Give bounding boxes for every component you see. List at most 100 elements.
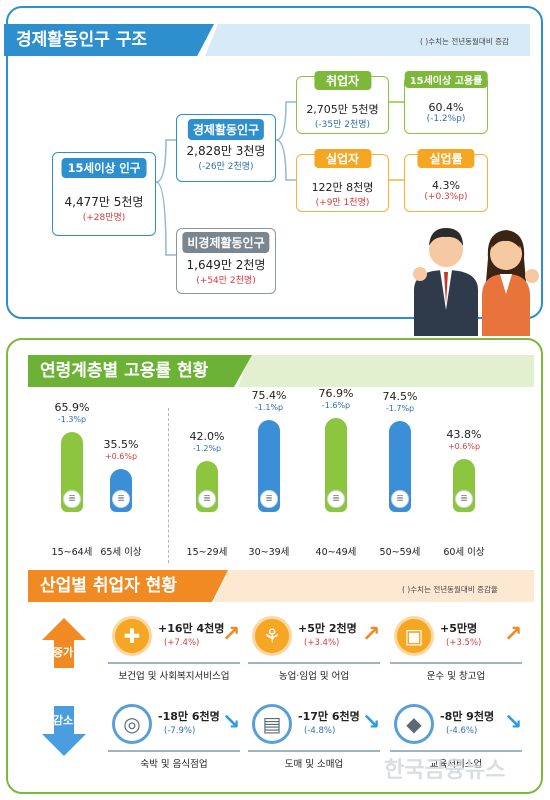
industry-divider: [390, 662, 522, 664]
age-pct-label: 74.5%: [382, 390, 418, 403]
industry-value: +16만 4천명: [158, 622, 225, 635]
document-icon: ≣: [260, 490, 278, 508]
industry-name: 보건업 및 사회복지서비스업: [118, 671, 230, 682]
age-divider: [168, 408, 169, 563]
document-icon: ≣: [391, 490, 409, 508]
trend-up-icon: ↗: [222, 622, 241, 647]
employed-box: 취업자 2,705만 5천명 (-35만 2천명): [296, 71, 389, 134]
inactive-pop-value: 1,649만 2천명: [186, 258, 266, 272]
age-change-label: -1.1%p: [254, 403, 284, 412]
active-pop-box: 경제활동인구 2,828만 3천명 (-26만 2천명): [176, 114, 276, 182]
industry-divider: [108, 750, 240, 752]
age-group-label: 40~49세: [315, 547, 357, 558]
document-icon: ≣: [327, 490, 345, 508]
structure-note: ( )수치는 전년동월대비 증감: [420, 37, 509, 46]
age-change-label: +0.6%p: [447, 442, 481, 451]
industry-name: 교육서비스업: [429, 759, 483, 770]
industry-value: +5만명: [440, 622, 478, 635]
unemp-rate-box: 실업률 4.3% (+0.3%p): [404, 149, 488, 212]
age-bar: [258, 420, 280, 512]
age-group-label: 65세 이상: [100, 547, 142, 558]
age-pct-label: 76.9%: [318, 387, 354, 400]
document-icon: ≣: [455, 490, 473, 508]
wheat-icon: ⚘: [252, 616, 292, 656]
industry-title: 산업별 취업자 현황: [28, 570, 228, 602]
industry-value: +5만 2천명: [298, 622, 357, 635]
industry-divider: [390, 750, 522, 752]
active-pop-change: (-26만 2천명): [198, 162, 254, 172]
industry-value: -18만 6천명: [158, 710, 220, 723]
unemployed-value: 122만 8천명: [311, 181, 374, 194]
decrease-label: 감소: [52, 714, 74, 727]
structure-connectors: [155, 101, 404, 256]
employed-change: (-35만 2천명): [314, 120, 371, 130]
watermark: 한국금융뉴스: [384, 758, 506, 783]
age-group-label: 15~64세: [51, 547, 93, 558]
truck-icon: ▣: [394, 616, 434, 656]
age-group-label: 15~29세: [186, 547, 228, 558]
decrease-arrow-icon: [42, 706, 86, 756]
document-icon: ≣: [198, 490, 216, 508]
inactive-pop-label: 비경제활동인구: [182, 232, 270, 253]
graduation-cap-icon: ◆: [394, 704, 434, 744]
age-pct-label: 35.5%: [103, 438, 139, 451]
pop15-label: 15세이상 인구: [61, 158, 147, 178]
inactive-pop-box: 비경제활동인구 1,649만 2천명 (+54만 2천명): [176, 228, 276, 294]
age-pct-label: 75.4%: [251, 389, 287, 402]
unemployed-change: (+9만 1천명): [315, 198, 370, 208]
industry-note: ( )수치는 전년동월대비 증감율: [402, 585, 498, 594]
trend-down-icon: ↘: [504, 710, 523, 735]
emp-rate-value: 60.4%: [428, 101, 464, 114]
unemployed-box: 실업자 122만 8천명 (+9만 1천명): [296, 149, 389, 212]
unemp-rate-value: 4.3%: [432, 179, 460, 192]
industry-change: (+3.4%): [304, 638, 340, 648]
industry-title-stripe: [214, 570, 534, 602]
trend-up-icon: ↗: [362, 622, 381, 647]
document-icon: ≣: [63, 490, 81, 508]
industry-value: -17만 6천명: [298, 710, 360, 723]
unemp-rate-label: 실업률: [417, 149, 475, 168]
active-pop-label: 경제활동인구: [187, 119, 265, 140]
industry-name: 농업·임업 및 어업: [278, 671, 350, 682]
age-bar: [325, 418, 347, 512]
trend-up-icon: ↗: [504, 622, 523, 647]
pop15-change: (+28만명): [82, 213, 126, 223]
industry-divider: [108, 662, 240, 664]
employed-label: 취업자: [313, 71, 372, 90]
unemp-rate-change: (+0.3%p): [424, 192, 468, 202]
age-title-stripe: [238, 355, 534, 387]
structure-title-stripe: [205, 24, 530, 56]
industry-name: 도매 및 소매업: [284, 759, 344, 770]
age-pct-label: 43.8%: [446, 428, 482, 441]
industry-divider: [248, 750, 380, 752]
trend-down-icon: ↘: [362, 710, 381, 735]
emp-rate-change: (-1.2%p): [426, 114, 466, 124]
industry-name: 운수 및 창고업: [426, 671, 486, 682]
document-icon: ≣: [112, 490, 130, 508]
pop15-box: 15세이상 인구 4,477만 5천명 (+28만명): [52, 152, 156, 236]
age-change-label: +0.6%p: [104, 452, 138, 461]
age-change-label: -1.2%p: [192, 444, 222, 453]
industry-change: (-4.6%): [446, 726, 478, 736]
shopping-basket-icon: ▤: [252, 704, 292, 744]
pop15-value: 4,477만 5천명: [64, 195, 144, 209]
employed-value: 2,705만 5천명: [306, 103, 379, 116]
age-title: 연령계층별 고용률 현황: [28, 355, 252, 387]
industry-value: -8만 9천명: [440, 710, 495, 723]
increase-arrow-icon: [42, 618, 86, 668]
age-change-label: -1.7%p: [385, 404, 415, 413]
active-pop-value: 2,828만 3천명: [186, 144, 266, 158]
industry-change: (-4.8%): [304, 726, 336, 736]
age-group-label: 60세 이상: [443, 547, 485, 558]
dining-icon: ◎: [112, 704, 152, 744]
industry-divider: [248, 662, 380, 664]
age-change-label: -1.3%p: [57, 415, 87, 424]
emp-rate-label: 15세이상 고용률: [404, 71, 488, 88]
age-bar: [389, 421, 411, 512]
emp-rate-box: 15세이상 고용률 60.4% (-1.2%p): [404, 71, 488, 134]
inactive-pop-change: (+54만 2천명): [196, 276, 256, 286]
age-change-label: -1.6%p: [321, 401, 351, 410]
business-people-illustration: [413, 228, 539, 336]
age-group-label: 30~39세: [248, 547, 290, 558]
first-aid-kit-icon: ✚: [112, 616, 152, 656]
